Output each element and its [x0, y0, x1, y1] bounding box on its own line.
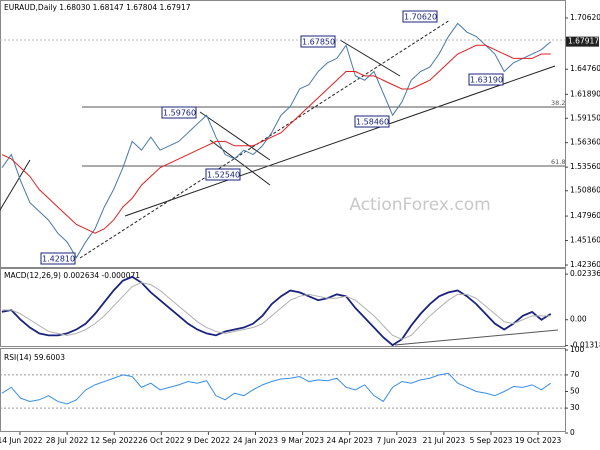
channel-line	[339, 39, 401, 77]
price-label-box	[402, 10, 438, 23]
y-tick-label: 1.56360	[570, 138, 600, 147]
price-label-box	[300, 35, 336, 48]
price-panel	[0, 0, 566, 268]
channel-line	[209, 139, 271, 186]
y-tick-label: 0	[570, 428, 575, 437]
x-tick-label: 28 Jul 2022	[46, 436, 89, 445]
price-label-box	[354, 115, 390, 128]
x-tick-label: 21 Jul 2023	[423, 436, 466, 445]
y-tick-label: 1.64760	[570, 64, 600, 73]
price-annotation: 1.67850	[302, 38, 335, 47]
panel-title: RSI(14) 59.6003	[4, 353, 65, 362]
y-tick-label: 0.00	[570, 315, 587, 324]
panel-title: MACD(12,26,9) 0.002634 -0.000071	[4, 271, 140, 280]
y-tick-label: 50	[570, 387, 580, 396]
channel-line	[79, 19, 451, 259]
price-label-box	[205, 168, 241, 181]
x-tick-label: 9 Dec 2022	[187, 436, 230, 445]
price-annotation: 61.8	[551, 158, 565, 166]
price-annotation: 1.59760	[163, 109, 196, 118]
macd-trend-line	[394, 329, 559, 346]
price-annotation: 1.42810	[42, 255, 75, 264]
y-tick-label: 70	[570, 370, 580, 379]
macd-panel	[0, 268, 566, 347]
trend-line	[124, 65, 556, 217]
price-annotation: 1.70620	[404, 13, 437, 22]
last-price-box	[566, 36, 599, 47]
watermark: ActionForex.com	[349, 195, 490, 215]
price-label-box	[161, 106, 197, 119]
series-line	[2, 282, 551, 340]
last-price-label: 1.67917	[568, 37, 599, 46]
x-tick-label: 24 Apr 2023	[327, 436, 374, 445]
rsi-panel	[0, 348, 566, 432]
price-label-box	[468, 73, 504, 86]
channel-line	[199, 111, 271, 161]
y-tick-label: 1.53560	[570, 162, 600, 171]
y-tick-label: 0.023366	[570, 269, 600, 278]
y-tick-label: 1.45160	[570, 236, 600, 245]
channel-line	[0, 159, 31, 211]
y-tick-label: 1.42360	[570, 260, 600, 269]
y-tick-label: 1.61890	[570, 89, 600, 98]
x-tick-label: 12 Sep 2022	[90, 436, 138, 445]
series-line	[1, 372, 551, 405]
x-tick-label: 14 Jun 2022	[0, 436, 43, 445]
series-line	[1, 275, 552, 347]
y-tick-label: 1.50860	[570, 186, 600, 195]
series-line	[1, 44, 551, 234]
y-tick-label: 1.70620	[570, 13, 600, 22]
y-tick-label: 1.47960	[570, 211, 600, 220]
price-label-box	[40, 252, 76, 265]
y-tick-label: 1.59150	[570, 113, 600, 122]
y-tick-label: 100	[570, 345, 585, 354]
x-tick-label: 5 Sep 2023	[470, 436, 513, 445]
y-tick-label: 30	[570, 403, 580, 412]
price-annotation: 38.2	[551, 99, 565, 107]
x-tick-label: 7 Jun 2023	[377, 436, 418, 445]
x-tick-label: 19 Oct 2023	[515, 436, 562, 445]
x-tick-label: 26 Oct 2022	[138, 436, 185, 445]
price-annotation: 1.58460	[356, 118, 389, 127]
price-annotation: 1.52540	[207, 171, 240, 180]
x-tick-label: 24 Jan 2023	[233, 436, 278, 445]
price-annotation: 1.63190	[470, 76, 503, 85]
x-tick-label: 9 Mar 2023	[281, 436, 324, 445]
chart-title: EURAUD,Daily 1.68030 1.68147 1.67804 1.6…	[4, 3, 191, 12]
y-tick-label: -0.013186	[570, 340, 600, 349]
series-line	[1, 22, 552, 259]
trend-lines	[0, 19, 559, 346]
